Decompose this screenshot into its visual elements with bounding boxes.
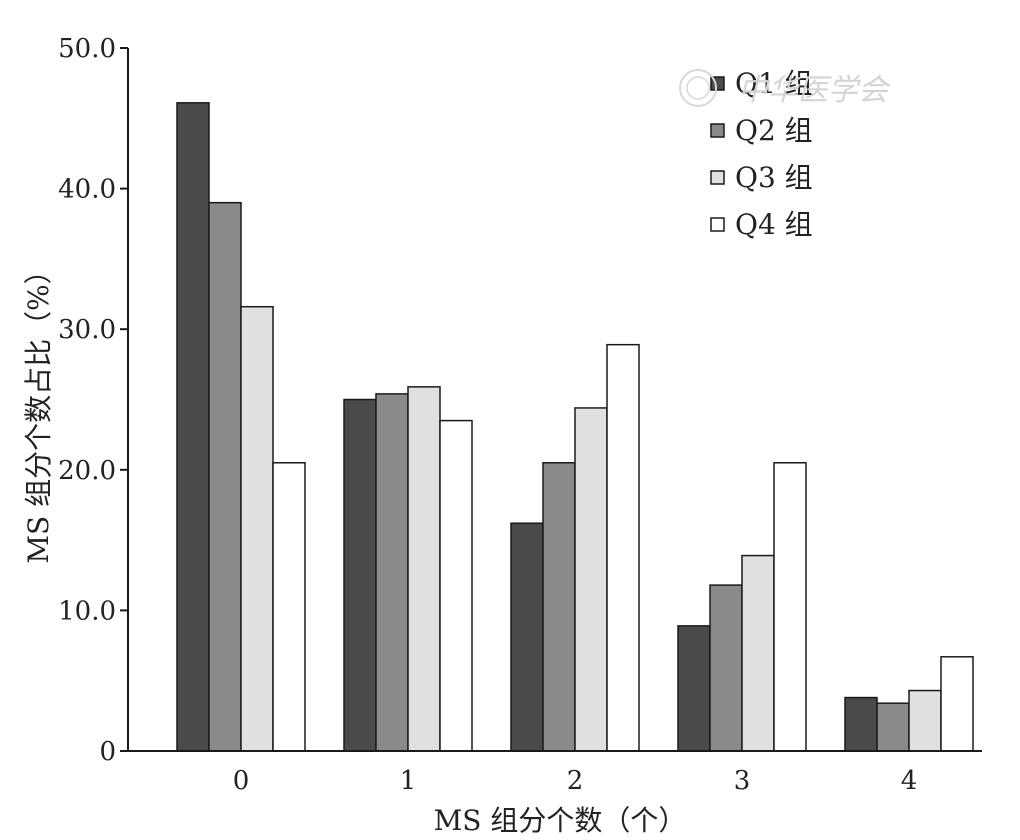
y-tick-label: 30.0: [58, 315, 116, 345]
bar-s4-c4: [940, 656, 974, 752]
bar-s1-c1: [343, 398, 377, 752]
y-ticks-group: 0 10.0 20.0 30.0 40.0 50.0: [58, 34, 128, 767]
watermark-logo: 中华医学会: [679, 69, 891, 108]
legend-label: Q1 组: [735, 67, 813, 100]
bar-s3-c3: [741, 554, 775, 752]
y-tick-label: 50.0: [58, 34, 116, 64]
y-axis-title: MS 组分个数占比（%）: [22, 256, 55, 563]
x-tick-label: 1: [400, 766, 417, 796]
x-axis-title: MS 组分个数（个）: [434, 804, 687, 837]
x-ticks-group: 0 1 2 3 4: [233, 766, 918, 796]
bar-s1-c2: [510, 522, 544, 752]
bar-s1-c0: [176, 102, 210, 752]
legend-label: Q3 组: [735, 161, 813, 194]
bar-s3-c1: [407, 386, 441, 752]
bar-s2-c4: [876, 702, 910, 752]
bar-s4-c2: [606, 343, 640, 752]
bar-s2-c1: [375, 393, 409, 752]
bar-s4-c3: [773, 462, 807, 752]
x-tick-label: 0: [233, 766, 250, 796]
legend: Q1 组 Q2 组 Q3 组 Q4 组: [710, 67, 813, 241]
bar-s3-c4: [908, 689, 942, 752]
y-tick-label: 10.0: [58, 596, 116, 626]
bars-group: [176, 102, 974, 752]
legend-label: Q4 组: [735, 208, 813, 241]
bar-s1-c4: [844, 696, 878, 752]
y-tick-label: 20.0: [58, 456, 116, 486]
bar-s3-c0: [240, 305, 274, 752]
bar-s4-c1: [439, 419, 473, 752]
bar-s1-c3: [677, 625, 711, 752]
bar-s4-c0: [272, 462, 306, 752]
legend-swatch: [710, 123, 725, 138]
x-tick-label: 4: [901, 766, 918, 796]
legend-swatch: [710, 170, 725, 185]
bar-s2-c3: [709, 584, 743, 752]
x-tick-label: 3: [734, 766, 751, 796]
legend-swatch: [710, 217, 725, 232]
axes-group: [127, 48, 982, 752]
svg-text:中华医学会: 中华医学会: [738, 73, 891, 108]
y-tick-label: 0: [99, 737, 116, 767]
bar-s3-c2: [574, 407, 608, 752]
legend-label: Q2 组: [735, 114, 813, 147]
y-tick-label: 40.0: [58, 175, 116, 205]
bar-s2-c0: [208, 201, 242, 752]
x-tick-label: 2: [567, 766, 584, 796]
bar-s2-c2: [542, 462, 576, 752]
